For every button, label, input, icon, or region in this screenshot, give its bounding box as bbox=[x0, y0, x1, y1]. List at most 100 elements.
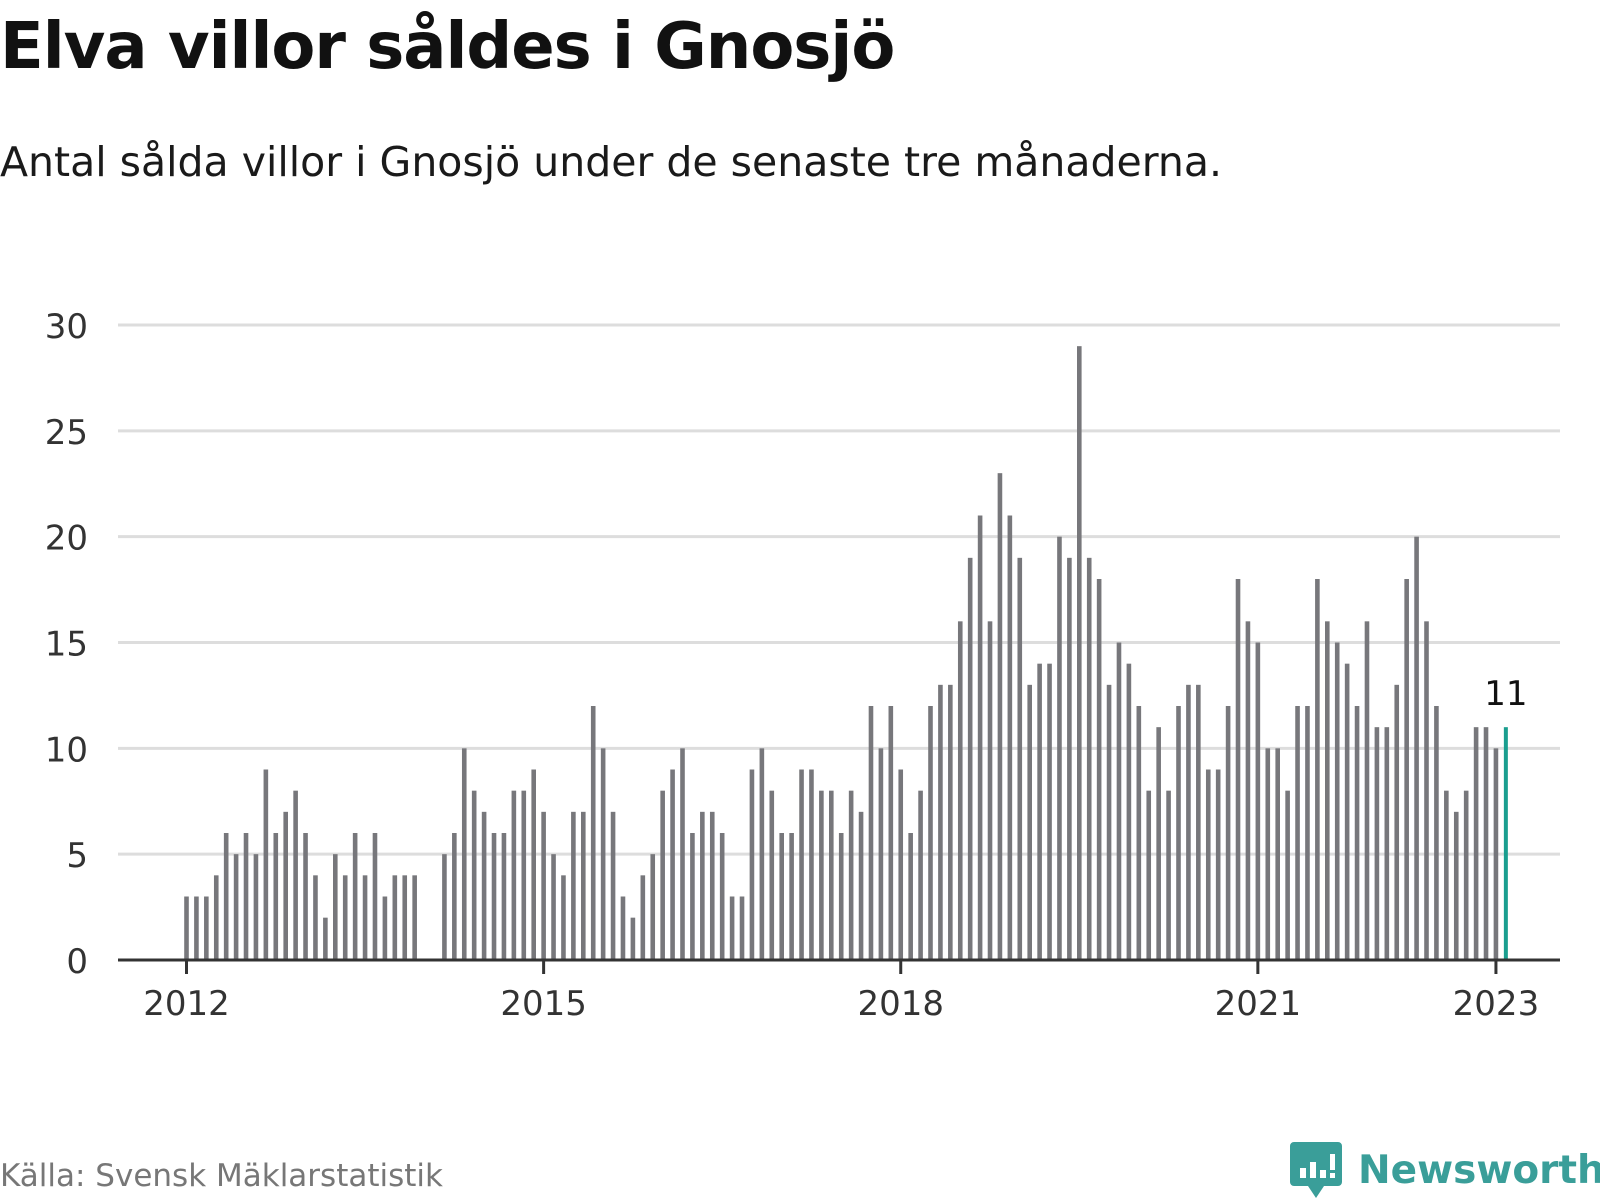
source-note: Källa: Svensk Mäklarstatistik bbox=[0, 1158, 443, 1194]
y-tick-label: 30 bbox=[45, 307, 88, 347]
bar bbox=[481, 811, 487, 960]
bar bbox=[938, 684, 943, 960]
bar bbox=[283, 811, 288, 960]
bar bbox=[194, 896, 199, 960]
x-tick-label: 2015 bbox=[500, 984, 587, 1024]
bar bbox=[1434, 706, 1439, 960]
bar bbox=[1116, 642, 1122, 960]
y-tick-label: 20 bbox=[45, 519, 88, 559]
bar bbox=[1384, 727, 1390, 960]
data-labels: 11 bbox=[1484, 674, 1527, 714]
x-tick-label: 2023 bbox=[1453, 984, 1540, 1024]
bar bbox=[838, 833, 844, 960]
bar bbox=[1444, 790, 1449, 960]
bar bbox=[898, 769, 904, 960]
bar bbox=[957, 621, 963, 960]
bar bbox=[1424, 621, 1429, 960]
bar bbox=[610, 811, 616, 960]
bar bbox=[442, 854, 447, 960]
bar bbox=[184, 896, 189, 960]
bar bbox=[1245, 621, 1251, 960]
bar bbox=[402, 875, 408, 960]
bar bbox=[1126, 663, 1132, 960]
bar bbox=[313, 875, 318, 960]
bar bbox=[1255, 642, 1261, 960]
bar bbox=[1086, 557, 1092, 960]
bar bbox=[1354, 706, 1360, 960]
bar bbox=[868, 706, 874, 960]
bar bbox=[1404, 579, 1409, 960]
bar bbox=[303, 833, 308, 960]
bar bbox=[749, 769, 755, 960]
bar bbox=[967, 557, 973, 960]
bar bbox=[1325, 621, 1330, 960]
bar bbox=[1067, 557, 1072, 960]
bar bbox=[1077, 346, 1082, 961]
bar bbox=[372, 833, 378, 960]
bar bbox=[223, 833, 229, 960]
bar bbox=[1374, 727, 1380, 960]
bar bbox=[511, 790, 517, 960]
bar bbox=[709, 811, 715, 960]
bar bbox=[1017, 557, 1023, 960]
bar bbox=[908, 833, 913, 960]
bar bbox=[263, 769, 269, 960]
bar bbox=[1156, 727, 1161, 960]
bar bbox=[1265, 748, 1271, 960]
bar-latest bbox=[1503, 727, 1508, 960]
bar bbox=[1305, 706, 1310, 960]
bar bbox=[233, 854, 239, 960]
bar bbox=[1235, 579, 1241, 960]
bar bbox=[948, 684, 953, 960]
bar bbox=[204, 896, 209, 960]
y-tick-label: 25 bbox=[45, 413, 88, 453]
bar bbox=[630, 917, 636, 960]
bar bbox=[1176, 706, 1181, 960]
y-tick-label: 5 bbox=[66, 836, 88, 876]
bar bbox=[571, 811, 576, 960]
brand-name: Newsworthy bbox=[1358, 1147, 1600, 1193]
bar bbox=[213, 875, 219, 960]
bar bbox=[392, 875, 398, 960]
bar bbox=[719, 833, 725, 960]
x-axis-tick-labels: 2012 2015 2018 2021 2023 bbox=[143, 960, 1539, 1024]
bar bbox=[1047, 663, 1052, 960]
bar bbox=[1196, 684, 1201, 960]
chart-title: Elva villor såldes i Gnosjö bbox=[0, 10, 895, 84]
bar bbox=[759, 748, 765, 960]
bar bbox=[323, 917, 328, 960]
bar bbox=[680, 748, 685, 960]
bar bbox=[531, 769, 536, 960]
brand-logo: Newsworthy bbox=[1290, 1140, 1600, 1200]
bar bbox=[273, 833, 279, 960]
y-axis-tick-labels: 0 5 10 15 20 25 30 bbox=[45, 307, 88, 982]
bar bbox=[1394, 684, 1400, 960]
bar bbox=[1186, 684, 1191, 960]
bar bbox=[1344, 663, 1350, 960]
latest-value-label: 11 bbox=[1484, 674, 1527, 714]
bar bbox=[561, 875, 566, 960]
y-tick-label: 0 bbox=[66, 942, 88, 982]
chart-subtitle: Antal sålda villor i Gnosjö under de sen… bbox=[0, 138, 1223, 186]
bar bbox=[333, 854, 338, 960]
y-tick-label: 15 bbox=[45, 625, 88, 665]
bar bbox=[352, 833, 358, 960]
bar bbox=[987, 621, 993, 960]
bar bbox=[1215, 769, 1221, 960]
bar bbox=[1414, 536, 1419, 960]
bar bbox=[1027, 684, 1032, 960]
bars bbox=[184, 346, 1508, 961]
bar bbox=[1166, 790, 1171, 960]
bar bbox=[789, 833, 794, 960]
bar bbox=[650, 854, 656, 960]
bar bbox=[293, 790, 298, 960]
bar bbox=[521, 790, 527, 960]
bar bbox=[848, 790, 854, 960]
bar bbox=[1364, 621, 1370, 960]
bar bbox=[878, 748, 884, 960]
bar bbox=[1473, 727, 1479, 960]
bar bbox=[1285, 790, 1290, 960]
x-tick-label: 2018 bbox=[857, 984, 944, 1024]
bar bbox=[739, 896, 745, 960]
bar bbox=[1334, 642, 1340, 960]
